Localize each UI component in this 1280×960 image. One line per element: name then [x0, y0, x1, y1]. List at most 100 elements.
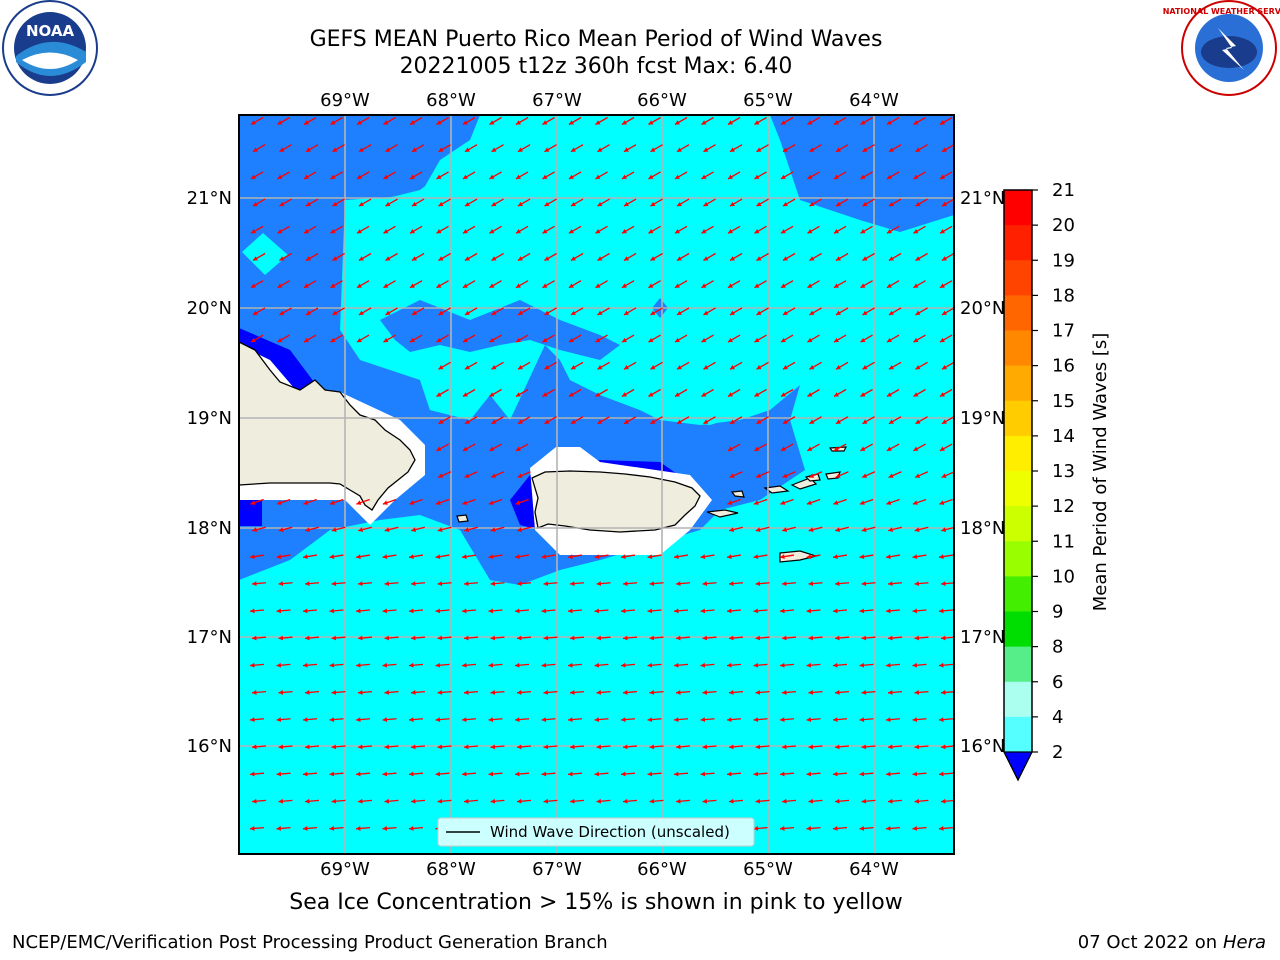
wind-arrowhead [464, 256, 470, 261]
wind-arrowhead [542, 120, 548, 125]
wind-arrowhead [833, 446, 839, 451]
wind-arrowhead [435, 662, 441, 668]
wind-arrowhead [727, 392, 733, 397]
land-culebra [730, 490, 745, 498]
wind-arrowhead [727, 446, 733, 451]
wind-arrowhead [276, 500, 282, 505]
wind-arrowhead [488, 662, 494, 668]
wind-arrowhead [833, 554, 838, 559]
wind-arrowhead [701, 337, 707, 343]
wind-arrowhead [488, 554, 494, 559]
wind-arrowhead [729, 690, 734, 695]
wind-arrowhead [597, 419, 603, 424]
wind-arrowhead [385, 147, 391, 152]
wind-arrowhead [358, 581, 363, 587]
wind-arrowhead [464, 635, 469, 641]
wind-arrowhead [702, 798, 708, 804]
wind-arrowhead [806, 662, 812, 668]
wind-arrowhead [649, 690, 655, 695]
wind-arrowhead [807, 229, 813, 234]
wind-arrowhead [833, 392, 839, 397]
map-caption: Sea Ice Concentration > 15% is shown in … [289, 890, 903, 915]
wind-arrowhead [701, 283, 707, 288]
wind-arrowhead [568, 337, 574, 343]
colorbar-segment [1004, 611, 1032, 648]
colorbar-segment [1004, 260, 1032, 296]
wind-arrowhead [886, 662, 891, 668]
wind-arrowhead [568, 554, 573, 559]
colorbar-tick-label: 6 [1052, 672, 1063, 693]
wind-arrowhead [277, 337, 283, 343]
wind-arrowhead [411, 527, 417, 532]
wind-arrowhead [913, 283, 919, 288]
wind-arrowhead [623, 419, 629, 424]
footer-credit: NCEP/EMC/Verification Post Processing Pr… [12, 932, 608, 953]
wind-arrowhead [356, 283, 362, 288]
wind-arrowhead [436, 229, 442, 234]
wind-arrowhead [544, 365, 550, 370]
wind-arrowhead [860, 337, 866, 343]
wind-arrowhead [276, 554, 282, 559]
wind-arrowhead [861, 690, 867, 695]
wind-arrowhead [623, 581, 628, 587]
wind-arrowhead [859, 771, 865, 777]
wind-arrowhead [729, 581, 734, 587]
wind-arrowhead [782, 256, 788, 261]
wind-arrowhead [358, 635, 363, 641]
wind-arrowhead [649, 581, 655, 587]
colorbar-tick-label: 4 [1052, 707, 1063, 728]
wind-arrowhead [330, 337, 336, 343]
wind-arrowhead [435, 717, 441, 723]
wind-arrowhead [859, 554, 865, 559]
wind-arrowhead [649, 798, 655, 804]
lon-label-top: 66°W [637, 90, 687, 111]
lat-label-left: 19°N [187, 408, 232, 429]
wind-arrowhead [729, 744, 734, 750]
wind-arrowhead [329, 826, 335, 831]
wind-arrowhead [252, 201, 258, 207]
wind-arrowhead [543, 690, 549, 695]
chart-subtitle: 20221005 t12z 360h fcst Max: 6.40 [399, 54, 793, 79]
noaa-logo-text: NOAA [26, 22, 75, 40]
wind-arrowhead [462, 283, 468, 288]
wind-arrowhead [252, 527, 258, 532]
wind-arrowhead [491, 310, 497, 315]
wind-arrowhead [939, 500, 945, 505]
wind-arrowhead [383, 120, 389, 125]
wind-arrowhead [250, 120, 256, 125]
wind-arrowhead [809, 310, 815, 315]
wind-arrowhead [701, 392, 707, 397]
wind-arrowhead [517, 744, 522, 750]
wind-arrowhead [674, 174, 680, 179]
colorbar-tick-label: 13 [1052, 461, 1075, 482]
wind-arrowhead [780, 771, 785, 777]
wind-arrowhead [809, 147, 815, 152]
wind-arrowhead [570, 635, 575, 641]
wind-arrowhead [648, 174, 654, 179]
wind-arrowhead [570, 419, 576, 424]
wind-arrowhead [727, 120, 733, 125]
wind-arrowhead [835, 256, 841, 261]
wind-arrowhead [674, 662, 679, 668]
wind-arrowhead [462, 337, 468, 343]
wind-arrowhead [648, 283, 654, 288]
wind-arrowhead [517, 147, 523, 152]
wind-arrowhead [517, 635, 522, 641]
wind-arrowhead [913, 446, 919, 451]
wind-arrowhead [703, 419, 709, 424]
wind-arrowhead [515, 337, 521, 343]
wind-arrowhead [515, 554, 520, 559]
wind-arrowhead [250, 554, 255, 559]
wind-arrowhead [305, 527, 311, 532]
wind-arrowhead [278, 798, 284, 804]
wind-arrowhead [939, 283, 945, 288]
wind-arrowhead [621, 771, 626, 777]
wind-arrowhead [727, 771, 732, 777]
wind-arrowhead [305, 690, 310, 695]
wind-arrowhead [411, 310, 417, 315]
wind-arrowhead [464, 147, 470, 152]
wind-arrowhead [490, 635, 496, 641]
wind-arrowhead [595, 337, 601, 343]
wind-arrowhead [941, 744, 946, 750]
wind-arrowhead [464, 473, 470, 478]
